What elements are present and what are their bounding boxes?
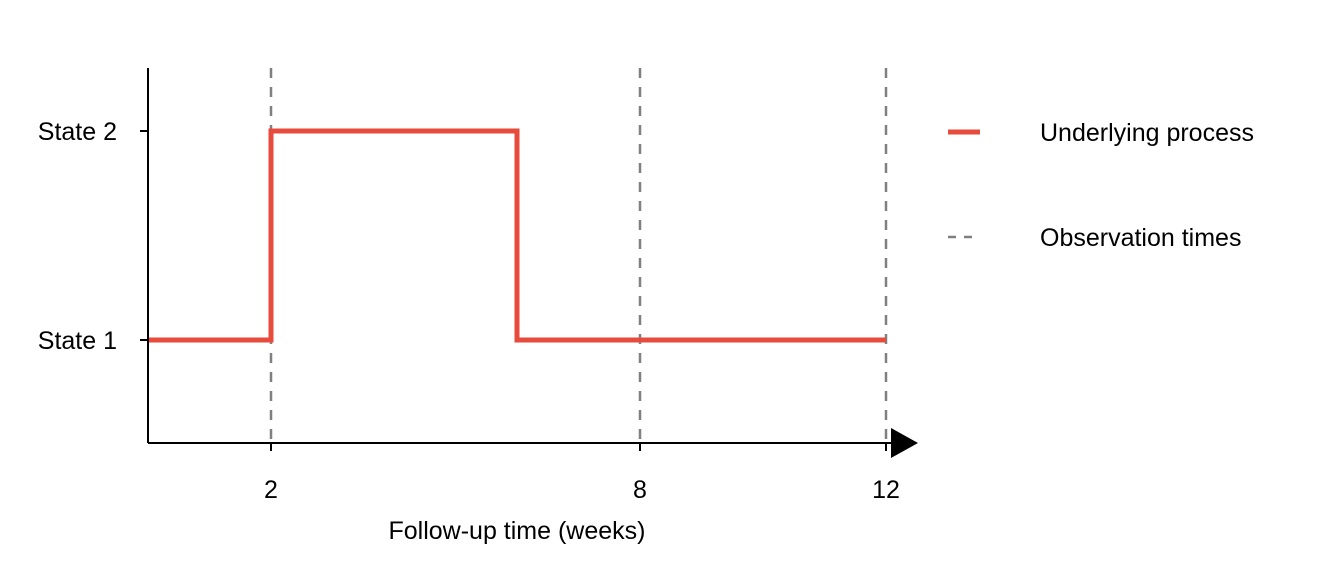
y-ticks: State 1 State 2 [38,118,148,355]
underlying-process-line [148,128,886,343]
x-axis-label: Follow-up time (weeks) [388,517,645,545]
y-tick-label: State 2 [38,118,117,146]
legend-label-underlying-process: Underlying process [1040,119,1254,147]
x-tick-label: 2 [264,476,278,504]
x-axis-arrow [891,428,918,458]
legend: Underlying process Observation times [948,119,1254,252]
y-tick-label: State 1 [38,327,117,355]
x-tick-label: 12 [872,476,900,504]
x-ticks: 2 8 12 [264,443,900,504]
x-tick-label: 8 [633,476,647,504]
legend-label-observation-times: Observation times [1040,224,1241,252]
observation-lines [269,68,888,443]
